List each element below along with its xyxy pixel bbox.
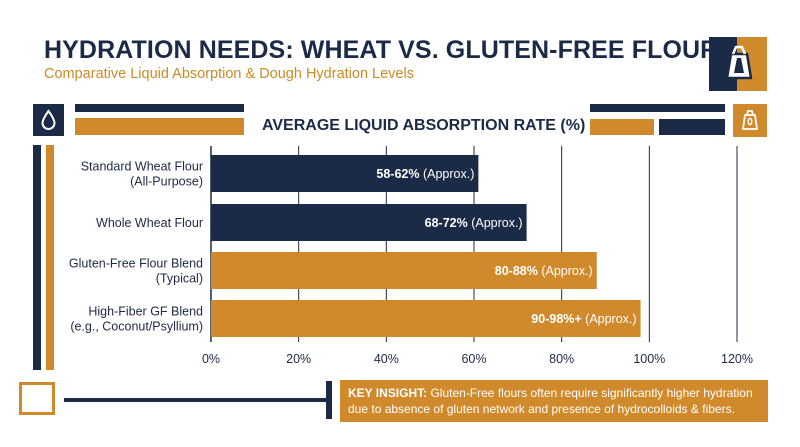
page-title: HYDRATION NEEDS: WHEAT VS. GLUTEN-FREE F… <box>44 36 736 64</box>
grain-bag-icon-box <box>733 104 767 137</box>
bar-value-label: 58-62% (Approx.) <box>376 167 474 181</box>
category-label: Standard Wheat Flour <box>81 160 203 174</box>
category-label: (All-Purpose) <box>130 175 203 189</box>
deco-vertical-bar <box>33 145 41 370</box>
x-tick-label: 40% <box>374 352 399 366</box>
chart-title: AVERAGE LIQUID ABSORPTION RATE (%) <box>262 117 586 134</box>
key-insight-box: KEY INSIGHT: Gluten-Free flours often re… <box>340 380 768 422</box>
deco-bar <box>659 119 725 135</box>
category-label: Gluten-Free Flour Blend <box>69 257 203 271</box>
insight-gold-outline-box <box>19 382 55 415</box>
bar-value-label: 80-88% (Approx.) <box>495 264 593 278</box>
water-drop-icon <box>41 109 56 130</box>
deco-bar <box>590 104 725 112</box>
category-label: High-Fiber GF Blend <box>88 305 203 319</box>
bar <box>211 155 479 192</box>
x-tick-label: 80% <box>549 352 574 366</box>
x-tick-label: 100% <box>633 352 665 366</box>
x-tick-label: 120% <box>721 352 753 366</box>
insight-text: Gluten-Free flours often require signifi… <box>348 386 753 416</box>
x-tick-label: 60% <box>461 352 486 366</box>
deco-bar <box>590 119 654 135</box>
bar <box>211 252 597 289</box>
category-label: (e.g., Coconut/Psyllium) <box>70 320 203 334</box>
deco-bar <box>75 104 244 112</box>
grain-bag-icon <box>742 110 758 130</box>
deco-connector-cap <box>326 381 332 419</box>
bar <box>211 204 527 241</box>
x-tick-label: 20% <box>286 352 311 366</box>
bar <box>211 300 641 337</box>
category-label: Whole Wheat Flour <box>96 216 203 230</box>
deco-bar <box>75 118 244 135</box>
deco-vertical-bar <box>46 145 54 370</box>
flour-bag-icon <box>725 45 753 80</box>
category-label: (Typical) <box>156 272 203 286</box>
deco-connector-line <box>64 398 330 402</box>
bar-value-label: 68-72% (Approx.) <box>425 216 523 230</box>
x-tick-label: 0% <box>202 352 220 366</box>
bar-value-label: 90-98%+ (Approx.) <box>531 312 636 326</box>
insight-label: KEY INSIGHT: <box>348 386 428 400</box>
page-subtitle: Comparative Liquid Absorption & Dough Hy… <box>44 66 414 82</box>
